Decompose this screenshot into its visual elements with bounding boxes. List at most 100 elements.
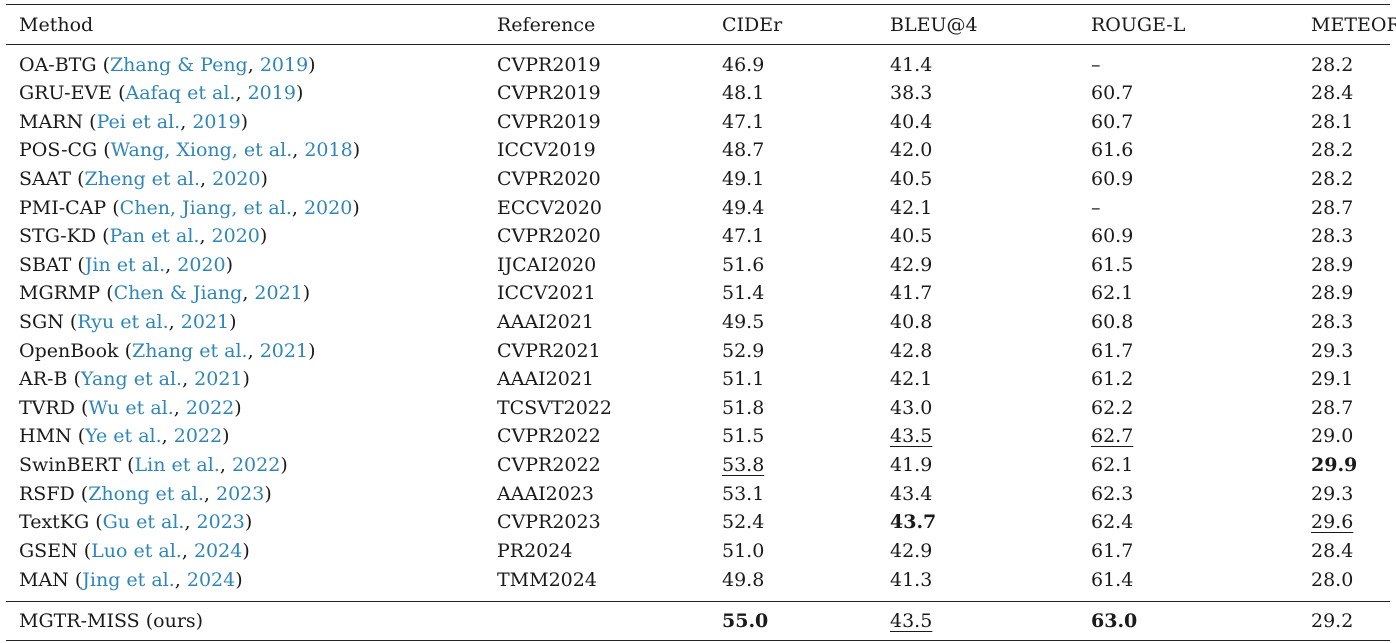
rouge-l-cell: – [1091,196,1101,219]
citation-year[interactable]: 2022 [173,425,223,448]
reference-cell: CVPR2020 [497,225,601,248]
citation-year[interactable]: 2022 [185,396,235,419]
citation-author[interactable]: Jin et al. [84,253,166,276]
citation-sep: , [181,539,194,562]
reference-cell: TCSVT2022 [497,396,612,419]
meteor-cell: 29.3 [1311,339,1354,362]
paren-open: ( [106,196,120,219]
method-name: RSFD [19,482,75,505]
bleu4-cell: 42.9 [890,539,933,562]
underlined-value: 53.8 [722,454,765,477]
reference-cell [484,601,709,642]
paren-open: ( [100,282,114,305]
method-name: MGRMP [19,282,101,305]
method-name: TVRD [19,396,75,419]
method-cell: SwinBERT (Lin et al., 2022) [6,451,484,480]
citation-year[interactable]: 2019 [259,54,309,76]
citation-author[interactable]: Ye et al. [85,425,162,448]
citation-year[interactable]: 2020 [212,168,261,191]
citation-year[interactable]: 2021 [194,368,243,391]
citation-author[interactable]: Wu et al. [88,396,174,419]
table-row: GSEN (Luo et al., 2024) PR2024 51.0 42.9 61.… [6,537,1390,566]
citation-year[interactable]: 2021 [254,282,303,305]
bleu4-cell: 41.3 [890,569,933,592]
table-row: OA-BTG (Zhang & Peng, 2019) CVPR2019 46.9 4… [6,45,1390,80]
reference-cell: CVPR2023 [497,511,601,534]
method-name: HMN [19,425,72,448]
citation-year[interactable]: 2018 [304,139,353,162]
citation-year[interactable]: 2021 [180,311,230,334]
rouge-l-cell: 61.2 [1091,368,1134,391]
bleu4-cell: 42.1 [890,368,933,391]
citation-sep: , [165,253,178,276]
citation-sep: , [161,425,174,448]
cider-cell: 51.6 [722,253,765,276]
bleu4-cell: 43.7 [890,511,937,534]
citation-author[interactable]: Jing et al. [82,569,175,592]
citation-year[interactable]: 2024 [193,539,243,562]
citation-year[interactable]: 2023 [196,511,245,534]
paren-open: ( [96,225,110,248]
table-row: SAAT (Zheng et al., 2020) CVPR2020 49.1 40.… [6,165,1390,194]
citation-author[interactable]: Pei et al. [96,110,181,133]
citation-year[interactable]: 2021 [259,339,309,362]
citation-author[interactable]: Lin et al. [134,454,220,477]
paren-open: ( [74,396,89,419]
citation-year[interactable]: 2019 [192,110,241,133]
citation-year[interactable]: 2023 [215,482,265,505]
paren-open: ( [77,539,92,562]
citation-author[interactable]: Wang, Xiong, et al. [110,139,293,162]
citation-author[interactable]: Zheng et al. [84,168,201,191]
paren-close: ) [264,482,272,505]
reference-cell: CVPR2019 [497,110,601,133]
reference-cell: TMM2024 [497,569,597,592]
bleu4-cell: 42.8 [890,339,933,362]
underlined-value: 29.6 [1311,511,1354,534]
citation-author[interactable]: Gu et al. [102,511,185,534]
rouge-l-cell: 62.7 [1078,422,1298,451]
header-meteor: METEOR [1298,4,1396,45]
method-name: GSEN [19,539,78,562]
citation-author[interactable]: Chen & Jiang [113,282,243,305]
method-name: SGN [19,311,64,334]
header-bleu4: BLEU@4 [877,4,1078,45]
paren-open: ( [89,511,103,534]
table-row: TextKG (Gu et al., 2023) CVPR2023 52.4 43.7… [6,508,1390,537]
citation-author[interactable]: Luo et al. [91,539,182,562]
citation-author[interactable]: Chen, Jiang, et al. [119,196,292,219]
citation-author[interactable]: Ryu et al. [77,311,169,334]
citation-author[interactable]: Aafaq et al. [125,82,236,105]
citation-sep: , [200,168,213,191]
method-name: MARN [19,110,84,133]
citation-author[interactable]: Yang et al. [80,368,183,391]
paren-open: ( [97,139,111,162]
citation-year[interactable]: 2022 [231,454,281,477]
citation-year[interactable]: 2020 [177,253,226,276]
cider-cell: 52.9 [722,339,765,362]
citation-author[interactable]: Pan et al. [109,225,200,248]
reference-cell: ICCV2019 [497,139,596,162]
header-method: Method [6,4,484,45]
cider-cell: 53.8 [709,451,877,480]
rouge-l-cell: 61.5 [1091,253,1134,276]
citation-year[interactable]: 2020 [211,225,260,248]
table-row: PMI-CAP (Chen, Jiang, et al., 2020) ECCV2… [6,193,1390,222]
bleu4-cell: 43.4 [890,482,933,505]
citation-year[interactable]: 2024 [186,569,236,592]
method-name: STG-KD [19,225,97,248]
citation-sep: , [174,569,187,592]
method-cell: SBAT (Jin et al., 2020) [6,251,484,280]
citation-year[interactable]: 2020 [303,196,353,219]
meteor-cell: 28.4 [1311,539,1354,562]
meteor-cell: 28.3 [1311,225,1354,248]
citation-author[interactable]: Zhang et al. [132,339,248,362]
citation-sep: , [199,225,212,248]
ours-body: MGTR-MISS (ours) 55.0 43.5 63.0 29.2 [6,601,1390,642]
citation-author[interactable]: Zhong et al. [88,482,204,505]
bleu4-cell: 43.5 [877,601,1078,642]
table-row: GRU-EVE (Aafaq et al., 2019) CVPR2019 48.1… [6,79,1390,108]
paren-open: ( [67,368,81,391]
citation-author[interactable]: Zhang & Peng [109,54,248,76]
method-cell: MAN (Jing et al., 2024) [6,565,484,602]
citation-year[interactable]: 2019 [247,82,296,105]
